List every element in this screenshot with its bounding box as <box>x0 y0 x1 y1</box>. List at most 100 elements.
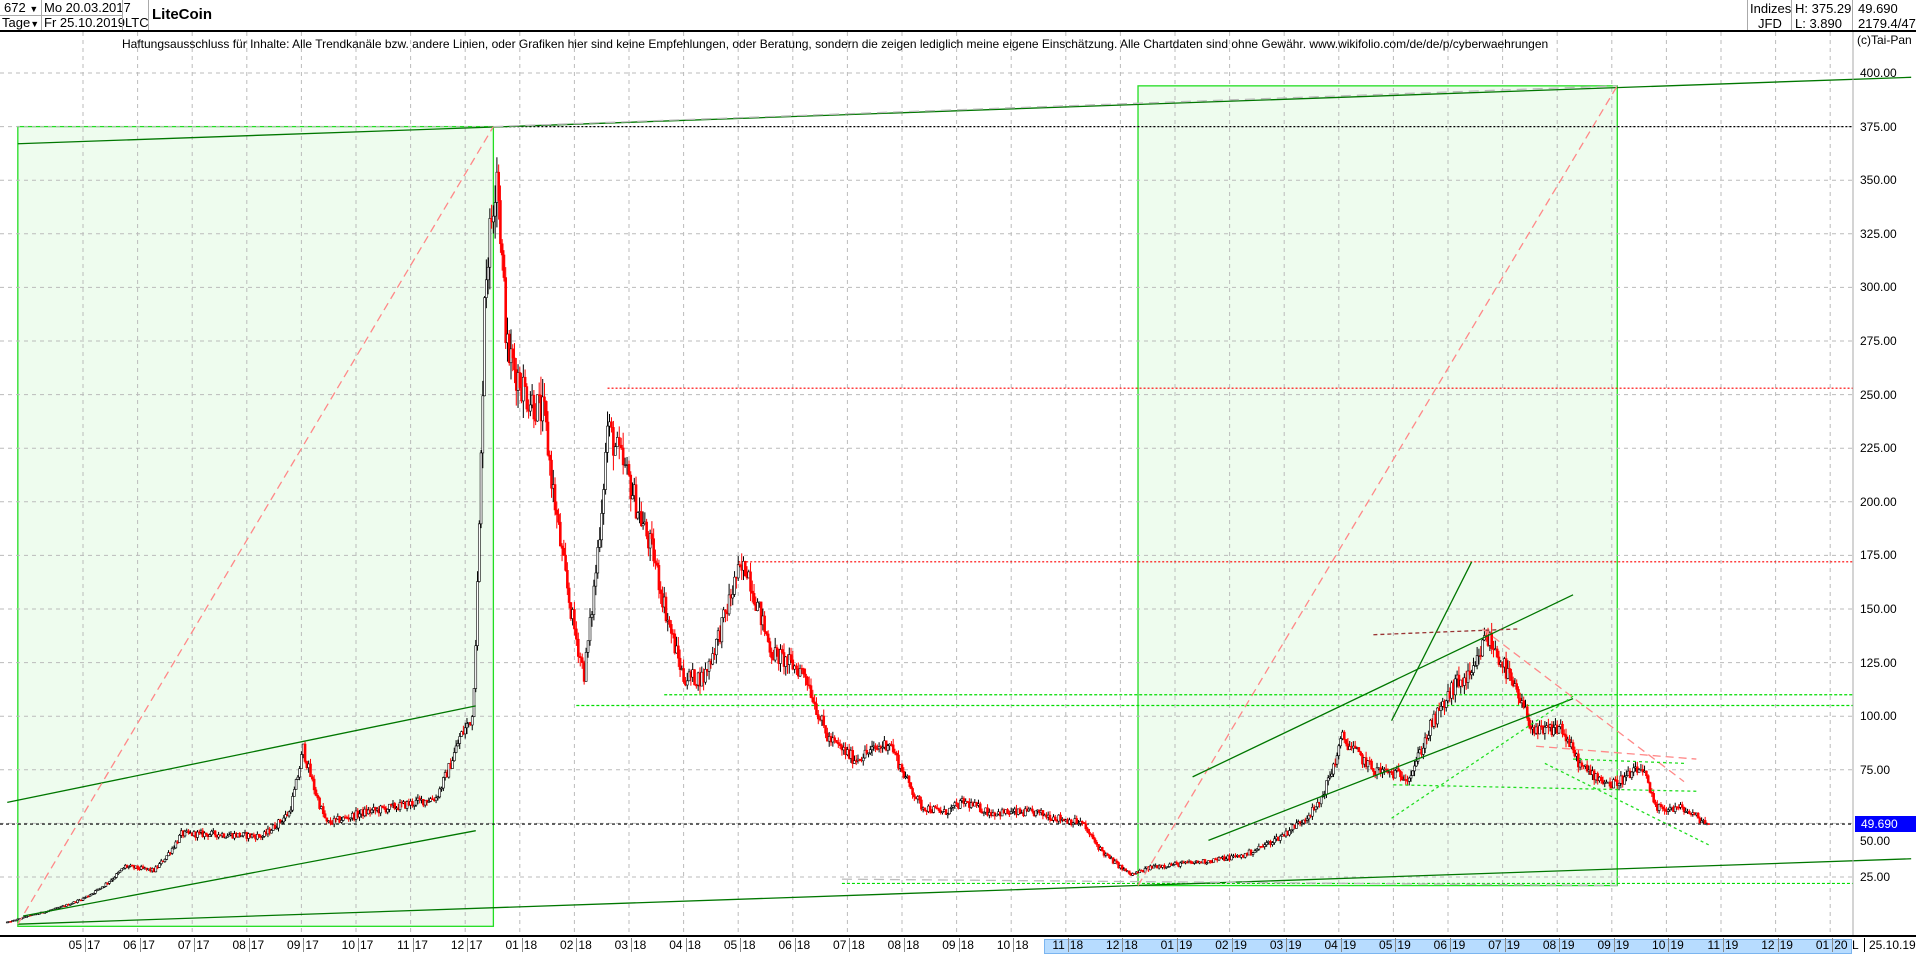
candle <box>602 483 605 525</box>
candle-body <box>1332 763 1335 775</box>
candle-body <box>580 657 584 663</box>
candle <box>213 830 217 838</box>
candle-body <box>1255 848 1259 851</box>
candle-body <box>1086 828 1089 833</box>
candle-body <box>986 807 989 816</box>
candle-body <box>749 571 752 592</box>
x-tick-month: 06 <box>778 938 792 952</box>
candle-body <box>1059 814 1062 821</box>
log-toggle[interactable]: L <box>1852 938 1859 952</box>
candle <box>791 650 795 671</box>
candle <box>768 637 772 657</box>
candle <box>1645 770 1648 779</box>
candle <box>853 755 856 764</box>
candle-body <box>504 277 508 344</box>
candle <box>120 868 124 872</box>
start-date[interactable]: Mo 20.03.2017 <box>44 0 131 15</box>
candle <box>1411 770 1415 777</box>
candle-body <box>678 657 682 670</box>
candle-body <box>227 834 231 837</box>
candle-body <box>1077 823 1080 825</box>
candle <box>1612 777 1615 789</box>
candle-body <box>382 806 386 809</box>
candle <box>1475 647 1479 670</box>
candle <box>733 571 736 597</box>
candle-body <box>604 452 607 490</box>
candle <box>1339 736 1342 749</box>
end-date[interactable]: Fr 25.10.2019 <box>44 15 125 30</box>
candle-body <box>1295 822 1298 829</box>
candle <box>429 796 432 803</box>
candle-body <box>806 676 809 686</box>
candle <box>1288 827 1291 837</box>
bars-count-select[interactable]: 672 ▼ <box>4 0 38 15</box>
candle-body <box>429 798 432 802</box>
x-tick-month: 12 <box>1106 938 1120 952</box>
y-tick-label: 50.00 <box>1860 834 1891 849</box>
candle-body <box>472 688 476 717</box>
candle <box>895 750 899 762</box>
candle-body <box>1481 639 1484 657</box>
x-tick-month: 05 <box>723 938 738 952</box>
candle-body <box>1253 850 1257 854</box>
candle-body <box>1654 801 1657 805</box>
candle <box>891 738 895 754</box>
candle-body <box>94 890 97 894</box>
candle-body <box>813 701 816 705</box>
x-tick-month: 09 <box>942 938 956 952</box>
x-tick-month: 12 <box>450 938 465 952</box>
candle <box>614 442 617 456</box>
candle-body <box>1700 820 1703 824</box>
period-select[interactable]: Tage▼ <box>2 15 39 30</box>
candle-body <box>314 789 318 796</box>
candle <box>779 644 782 672</box>
candle-body <box>1124 868 1127 872</box>
candle <box>502 250 506 282</box>
candle-body <box>1089 833 1093 836</box>
y-tick-label: 200.00 <box>1860 494 1897 509</box>
candle-body <box>1538 725 1541 735</box>
candle-body <box>1095 841 1099 845</box>
candle <box>711 646 715 666</box>
candle-body <box>631 495 634 500</box>
candle <box>1152 863 1156 869</box>
trendline <box>841 878 1618 887</box>
candle-body <box>1006 809 1009 814</box>
candle <box>398 799 402 812</box>
candle <box>798 664 802 677</box>
x-tick-year: 17 <box>358 938 374 952</box>
candle <box>1314 806 1318 813</box>
candle <box>1497 650 1501 667</box>
candle-body <box>1127 870 1131 874</box>
candle <box>1342 730 1346 743</box>
candle <box>1429 718 1432 742</box>
candle-body <box>1314 806 1318 810</box>
candle <box>127 865 131 870</box>
candle-body <box>867 752 870 755</box>
candle-body <box>913 794 916 798</box>
candle-body <box>481 395 485 454</box>
candle <box>1654 799 1657 808</box>
candle-body <box>1263 844 1266 847</box>
candle-body <box>116 872 120 874</box>
period-value: Tage <box>2 15 31 30</box>
candle <box>1095 840 1099 847</box>
candle-body <box>895 752 899 756</box>
candle <box>1279 834 1282 844</box>
candle <box>58 906 61 909</box>
candle-body <box>835 740 838 743</box>
candle-body <box>677 645 680 659</box>
candle-body <box>241 832 245 837</box>
x-tick-year: 17 <box>85 938 101 952</box>
candle-body <box>204 832 208 835</box>
candle-body <box>1008 813 1011 815</box>
candle-body <box>1393 770 1397 779</box>
candle <box>578 652 582 667</box>
candle-body <box>756 601 759 611</box>
candle <box>1300 819 1304 827</box>
candle-body <box>596 547 600 574</box>
date-axis[interactable]: 05 17 06 17 07 17 08 17 09 17 10 17 11 17 12 17 01 18 02 18… <box>0 935 1916 954</box>
candle <box>1018 807 1022 815</box>
candle-body <box>868 749 872 754</box>
x-tick-year: 18 <box>958 938 974 952</box>
